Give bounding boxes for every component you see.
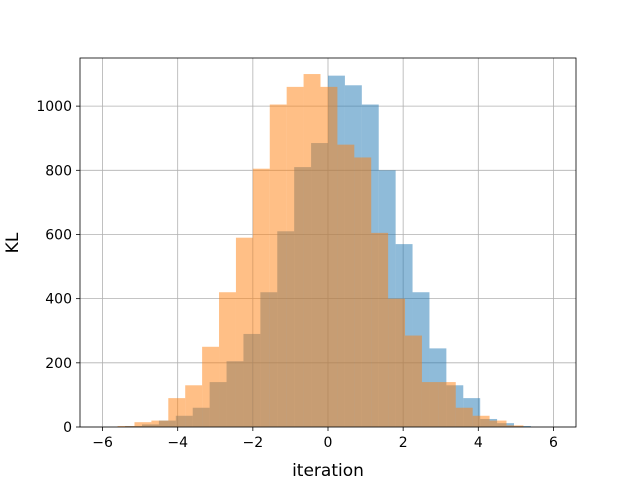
histogram-bar-series-2 — [438, 382, 456, 427]
x-tick-label: −4 — [167, 435, 188, 451]
histogram-bar-series-2 — [252, 168, 270, 427]
y-tick-label: 800 — [45, 163, 72, 179]
y-tick-label: 600 — [45, 227, 72, 243]
histogram-bar-series-2 — [202, 346, 220, 427]
histogram-bar-series-2 — [219, 292, 236, 427]
histogram-bar-series-2 — [354, 157, 372, 428]
y-tick-label: 400 — [45, 292, 72, 308]
x-tick-label: 2 — [399, 435, 408, 451]
histogram-bar-series-2 — [235, 237, 253, 427]
histogram-bar-series-2 — [472, 415, 490, 427]
y-axis-ticks: 0 200 400 600 800 1000 — [36, 99, 80, 436]
histogram-bar-series-2 — [320, 86, 338, 427]
histogram-bar-series-2 — [388, 298, 406, 427]
y-tick-label: 200 — [45, 356, 72, 372]
x-axis-ticks: −6 −4 −2 0 2 4 6 — [92, 427, 558, 451]
y-tick-label: 0 — [63, 420, 72, 436]
histogram-bar-series-2 — [337, 144, 355, 428]
histogram-bar-series-2 — [455, 407, 473, 427]
histogram-bar-series-2 — [421, 382, 439, 427]
y-tick-label: 1000 — [36, 99, 72, 115]
x-tick-label: −2 — [243, 435, 264, 451]
histogram-bar-series-2 — [371, 232, 389, 427]
x-tick-label: 4 — [474, 435, 483, 451]
histogram-bar-series-2 — [489, 420, 507, 427]
histogram-bar-series-2 — [269, 104, 287, 427]
x-tick-label: 0 — [324, 435, 333, 451]
histogram-bars — [117, 74, 531, 428]
histogram-bar-series-2 — [117, 426, 135, 427]
histogram-bar-series-2 — [405, 335, 422, 427]
histogram-bar-series-2 — [506, 425, 524, 427]
histogram-bar-series-2 — [134, 422, 152, 427]
x-tick-label: −6 — [92, 435, 113, 451]
histogram-bar-series-2 — [151, 420, 169, 427]
x-tick-label: 6 — [549, 435, 558, 451]
x-axis-label: iteration — [292, 461, 364, 480]
histogram-bar-series-2 — [286, 86, 304, 427]
y-axis-label: KL — [3, 232, 23, 253]
histogram-bar-series-2 — [168, 398, 186, 427]
histogram-bar-series-2 — [303, 74, 321, 427]
histogram-bar-series-2 — [185, 385, 203, 427]
